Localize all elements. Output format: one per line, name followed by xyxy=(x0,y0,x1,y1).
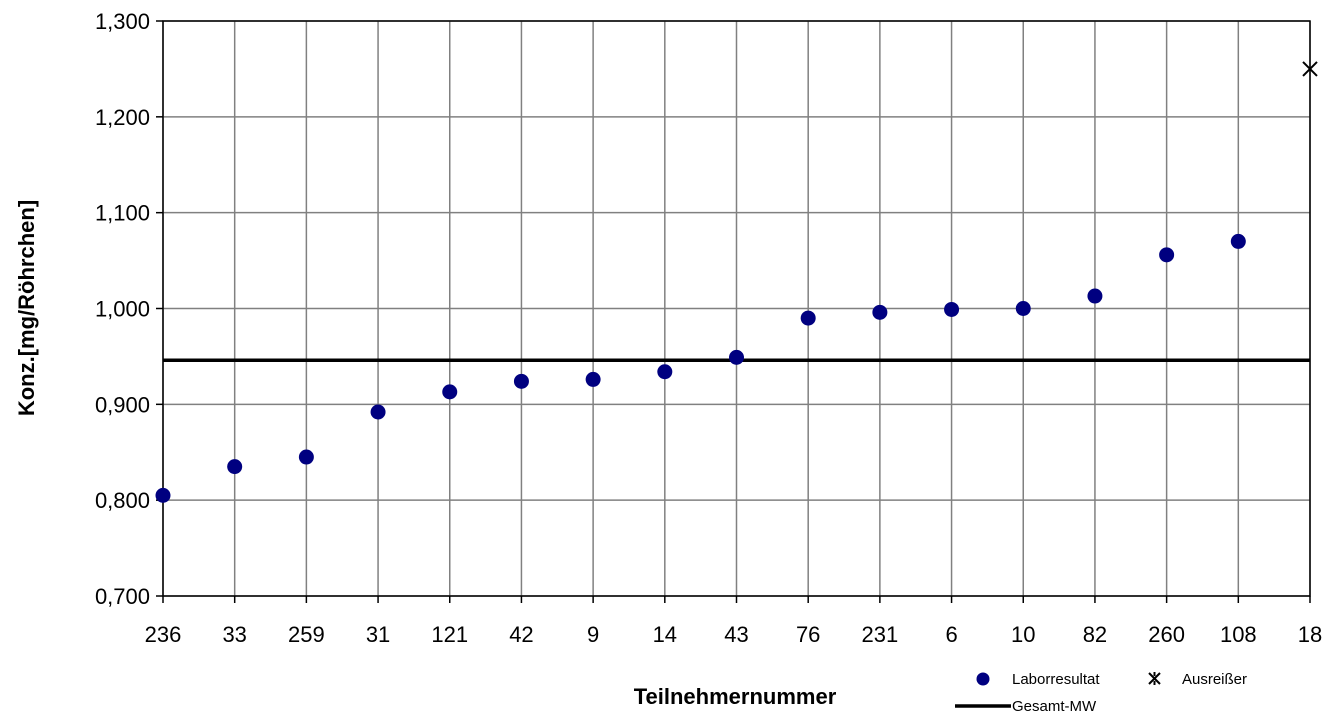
data-point xyxy=(442,384,458,400)
data-point xyxy=(1087,288,1103,304)
data-point xyxy=(298,449,314,465)
x-tick-label: 10 xyxy=(1011,622,1035,647)
x-tick-label: 43 xyxy=(724,622,748,647)
data-point xyxy=(1230,233,1246,249)
x-tick-label: 108 xyxy=(1220,622,1257,647)
y-axis-title: Konz.[mg/Röhrchen] xyxy=(14,200,39,416)
y-tick-label: 1,000 xyxy=(95,297,150,322)
data-point xyxy=(1159,247,1175,263)
x-tick-label: 42 xyxy=(509,622,533,647)
data-point xyxy=(370,404,386,420)
x-tick-label: 9 xyxy=(587,622,599,647)
legend-marker-laborresultat xyxy=(976,672,990,686)
legend-label-laborresultat: Laborresultat xyxy=(1012,671,1100,688)
outlier-point xyxy=(1302,61,1318,77)
data-point xyxy=(513,373,529,389)
data-point xyxy=(729,349,744,365)
data-point xyxy=(657,364,673,380)
y-tick-label: 1,100 xyxy=(95,201,150,226)
x-tick-label: 33 xyxy=(222,622,246,647)
legend-label-ausreisser: Ausreißer xyxy=(1182,671,1247,688)
y-tick-label: 0,900 xyxy=(95,392,150,417)
x-tick-label: 31 xyxy=(366,622,390,647)
x-tick-label: 76 xyxy=(796,622,820,647)
x-tick-label: 231 xyxy=(862,622,899,647)
x-tick-label: 236 xyxy=(145,622,182,647)
x-tick-label: 121 xyxy=(431,622,468,647)
data-point xyxy=(227,459,243,475)
data-point xyxy=(800,310,816,326)
data-point xyxy=(944,301,960,317)
y-ticks: 0,700 0,800 0,900 1,000 1,100 1,200 1,300 xyxy=(95,9,163,609)
y-tick-label: 1,200 xyxy=(95,105,150,130)
data-point xyxy=(585,371,601,387)
x-tick-label: 18 xyxy=(1298,622,1322,647)
legend: Laborresultat Ausreißer Gesamt-MW xyxy=(955,671,1247,715)
data-point xyxy=(872,304,888,320)
y-tick-label: 1,300 xyxy=(95,9,150,34)
x-tick-label: 82 xyxy=(1083,622,1107,647)
legend-label-gesamt-mw: Gesamt-MW xyxy=(1012,698,1097,715)
legend-marker-ausreisser xyxy=(1148,672,1161,685)
outlier-points xyxy=(1302,61,1318,77)
x-tick-label: 14 xyxy=(653,622,677,647)
data-points xyxy=(155,233,1246,503)
y-tick-label: 0,800 xyxy=(95,488,150,513)
data-point xyxy=(1015,301,1031,316)
x-axis-title: Teilnehmernummer xyxy=(634,684,837,709)
data-point xyxy=(155,487,171,503)
x-tick-label: 6 xyxy=(945,622,957,647)
x-tick-label: 259 xyxy=(288,622,325,647)
y-tick-label: 0,700 xyxy=(95,584,150,609)
x-tick-label: 260 xyxy=(1148,622,1185,647)
x-ticks: 236 33 259 31 121 42 9 14 43 76 231 6 10 82 260 108 18 xyxy=(145,596,1322,647)
